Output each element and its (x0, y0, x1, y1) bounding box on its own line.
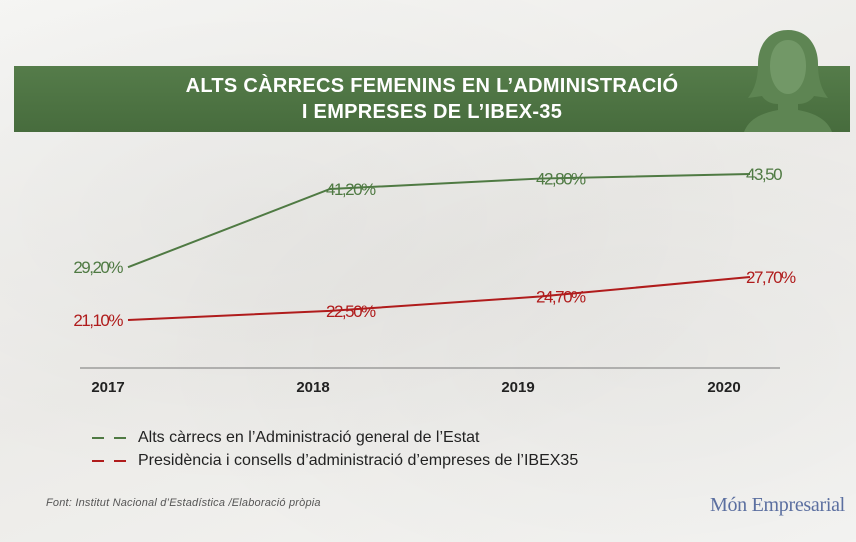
title-line-2: I EMPRESES DE L’IBEX-35 (301, 101, 563, 123)
title-line-1: ALTS CÀRRECS FEMENINS EN L’ADMINISTRACIÓ (185, 75, 679, 97)
data-label-1-2: 24,70% (536, 288, 586, 307)
legend-swatch-green (92, 433, 128, 443)
x-tick-label-2017: 2017 (91, 379, 124, 396)
chart-title: ALTS CÀRRECS FEMENINS EN L’ADMINISTRACIÓ… (14, 73, 850, 125)
data-label-0-3: 43,50 (746, 165, 782, 184)
legend-label-red: Presidència i consells d’administració d… (138, 452, 579, 469)
data-label-0-1: 41,20% (326, 180, 376, 199)
data-label-0-0: 29,20% (73, 258, 123, 277)
legend-item-red: Presidència i consells d’administració d… (92, 451, 578, 471)
series-line-0 (127, 173, 751, 269)
title-banner (14, 66, 850, 132)
data-label-1-1: 22,50% (326, 302, 376, 321)
data-label-1-3: 27,70% (746, 268, 796, 287)
x-tick-label-2019: 2019 (501, 379, 534, 396)
plot-area: 29,20% 41,20% 42,80% 43,50 21,10% 22,50% 24,70… (73, 165, 797, 330)
legend-label-green: Alts càrrecs en l’Administració general … (138, 429, 480, 446)
x-tick-label-2018: 2018 (296, 379, 329, 396)
data-label-1-0: 21,10% (73, 311, 123, 330)
x-tick-label-2020: 2020 (707, 379, 740, 396)
woman-silhouette-icon (744, 30, 832, 132)
brand-logo: Món Empresarial (710, 494, 845, 516)
legend-item-green: Alts càrrecs en l’Administració general … (92, 428, 479, 448)
series-line-1 (127, 275, 751, 321)
x-axis-ticks: 2017 2018 2019 2020 (91, 379, 740, 396)
legend-swatch-red (92, 456, 128, 466)
data-label-0-2: 42,80% (536, 170, 586, 189)
source-note: Font: Institut Nacional d’Estadística /E… (46, 497, 321, 509)
